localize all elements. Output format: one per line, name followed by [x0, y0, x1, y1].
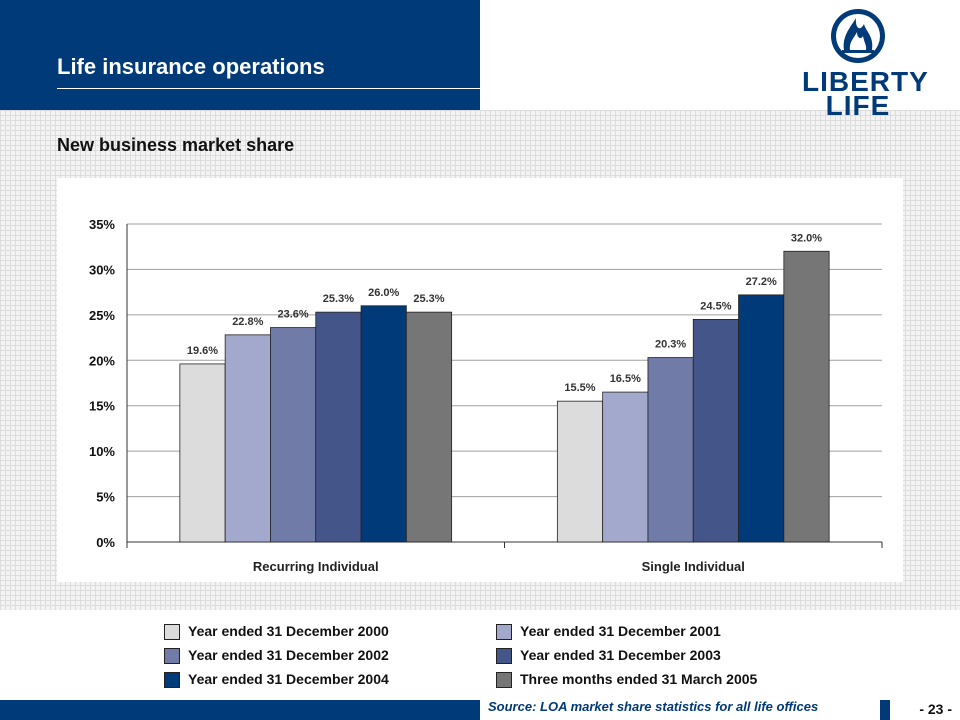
page-number: - 23 -	[890, 700, 960, 720]
bar	[783, 250, 830, 543]
legend-label: Year ended 31 December 2003	[520, 647, 721, 663]
bar	[315, 311, 362, 543]
y-tick-label: 15%	[89, 399, 115, 414]
x-category-label: Recurring Individual	[253, 559, 379, 574]
y-tick-label: 20%	[89, 353, 115, 368]
legend-label: Three months ended 31 March 2005	[520, 671, 758, 687]
legend-label: Year ended 31 December 2000	[188, 623, 389, 639]
data-label: 22.8%	[232, 316, 263, 328]
chart-panel: 0% 5% 10% 15% 20% 25% 30% 35% 19.6% 22.8% 23.6% 25.…	[57, 178, 903, 582]
bar	[602, 391, 649, 543]
legend-swatch	[496, 624, 512, 640]
data-label: 19.6%	[187, 345, 218, 357]
bar	[270, 327, 317, 543]
legend-swatch	[164, 624, 180, 640]
y-tick-label: 5%	[96, 490, 115, 505]
data-label: 20.3%	[655, 339, 686, 351]
y-tick-label: 30%	[89, 262, 115, 277]
bar	[692, 318, 739, 543]
source-note: Source: LOA market share statistics for …	[480, 700, 880, 720]
bar	[179, 363, 226, 543]
legend-swatch	[496, 648, 512, 664]
logo-text-liberty: LIBERTY	[802, 66, 929, 97]
data-label: 32.0%	[791, 232, 822, 244]
x-category-label: Single Individual	[642, 559, 745, 574]
data-label: 23.6%	[277, 309, 308, 321]
chart-subtitle: New business market share	[57, 135, 295, 155]
legend-swatch	[164, 672, 180, 688]
bar	[360, 305, 407, 543]
legend-swatch	[496, 672, 512, 688]
header-band: Life insurance operations	[0, 0, 480, 110]
legend-label: Year ended 31 December 2004	[188, 671, 389, 687]
data-label: 27.2%	[746, 276, 777, 288]
data-label: 25.3%	[413, 293, 444, 305]
y-tick-label: 35%	[89, 217, 115, 232]
data-label: 26.0%	[368, 287, 399, 299]
y-tick-label: 0%	[96, 535, 115, 550]
data-label: 25.3%	[323, 293, 354, 305]
data-label: 16.5%	[610, 373, 641, 385]
legend-label: Year ended 31 December 2002	[188, 647, 389, 663]
title-underline	[57, 88, 480, 89]
legend-swatch	[164, 648, 180, 664]
bar	[738, 294, 785, 543]
bar-chart: 0% 5% 10% 15% 20% 25% 30% 35% 19.6% 22.8% 23.6% 25.…	[89, 217, 883, 574]
data-label: 24.5%	[700, 300, 731, 312]
flame-emblem-icon	[831, 9, 885, 63]
bar	[556, 400, 604, 543]
data-label: 15.5%	[564, 382, 595, 394]
bar	[405, 311, 453, 543]
bar	[647, 357, 694, 543]
bar	[224, 334, 271, 543]
liberty-life-logo: LIBERTY LIFE	[802, 6, 929, 120]
y-tick-label: 25%	[89, 308, 115, 323]
y-tick-label: 10%	[89, 444, 115, 459]
page-title: Life insurance operations	[57, 54, 325, 79]
legend-label: Year ended 31 December 2001	[520, 623, 721, 639]
logo-text-life: LIFE	[825, 90, 891, 121]
